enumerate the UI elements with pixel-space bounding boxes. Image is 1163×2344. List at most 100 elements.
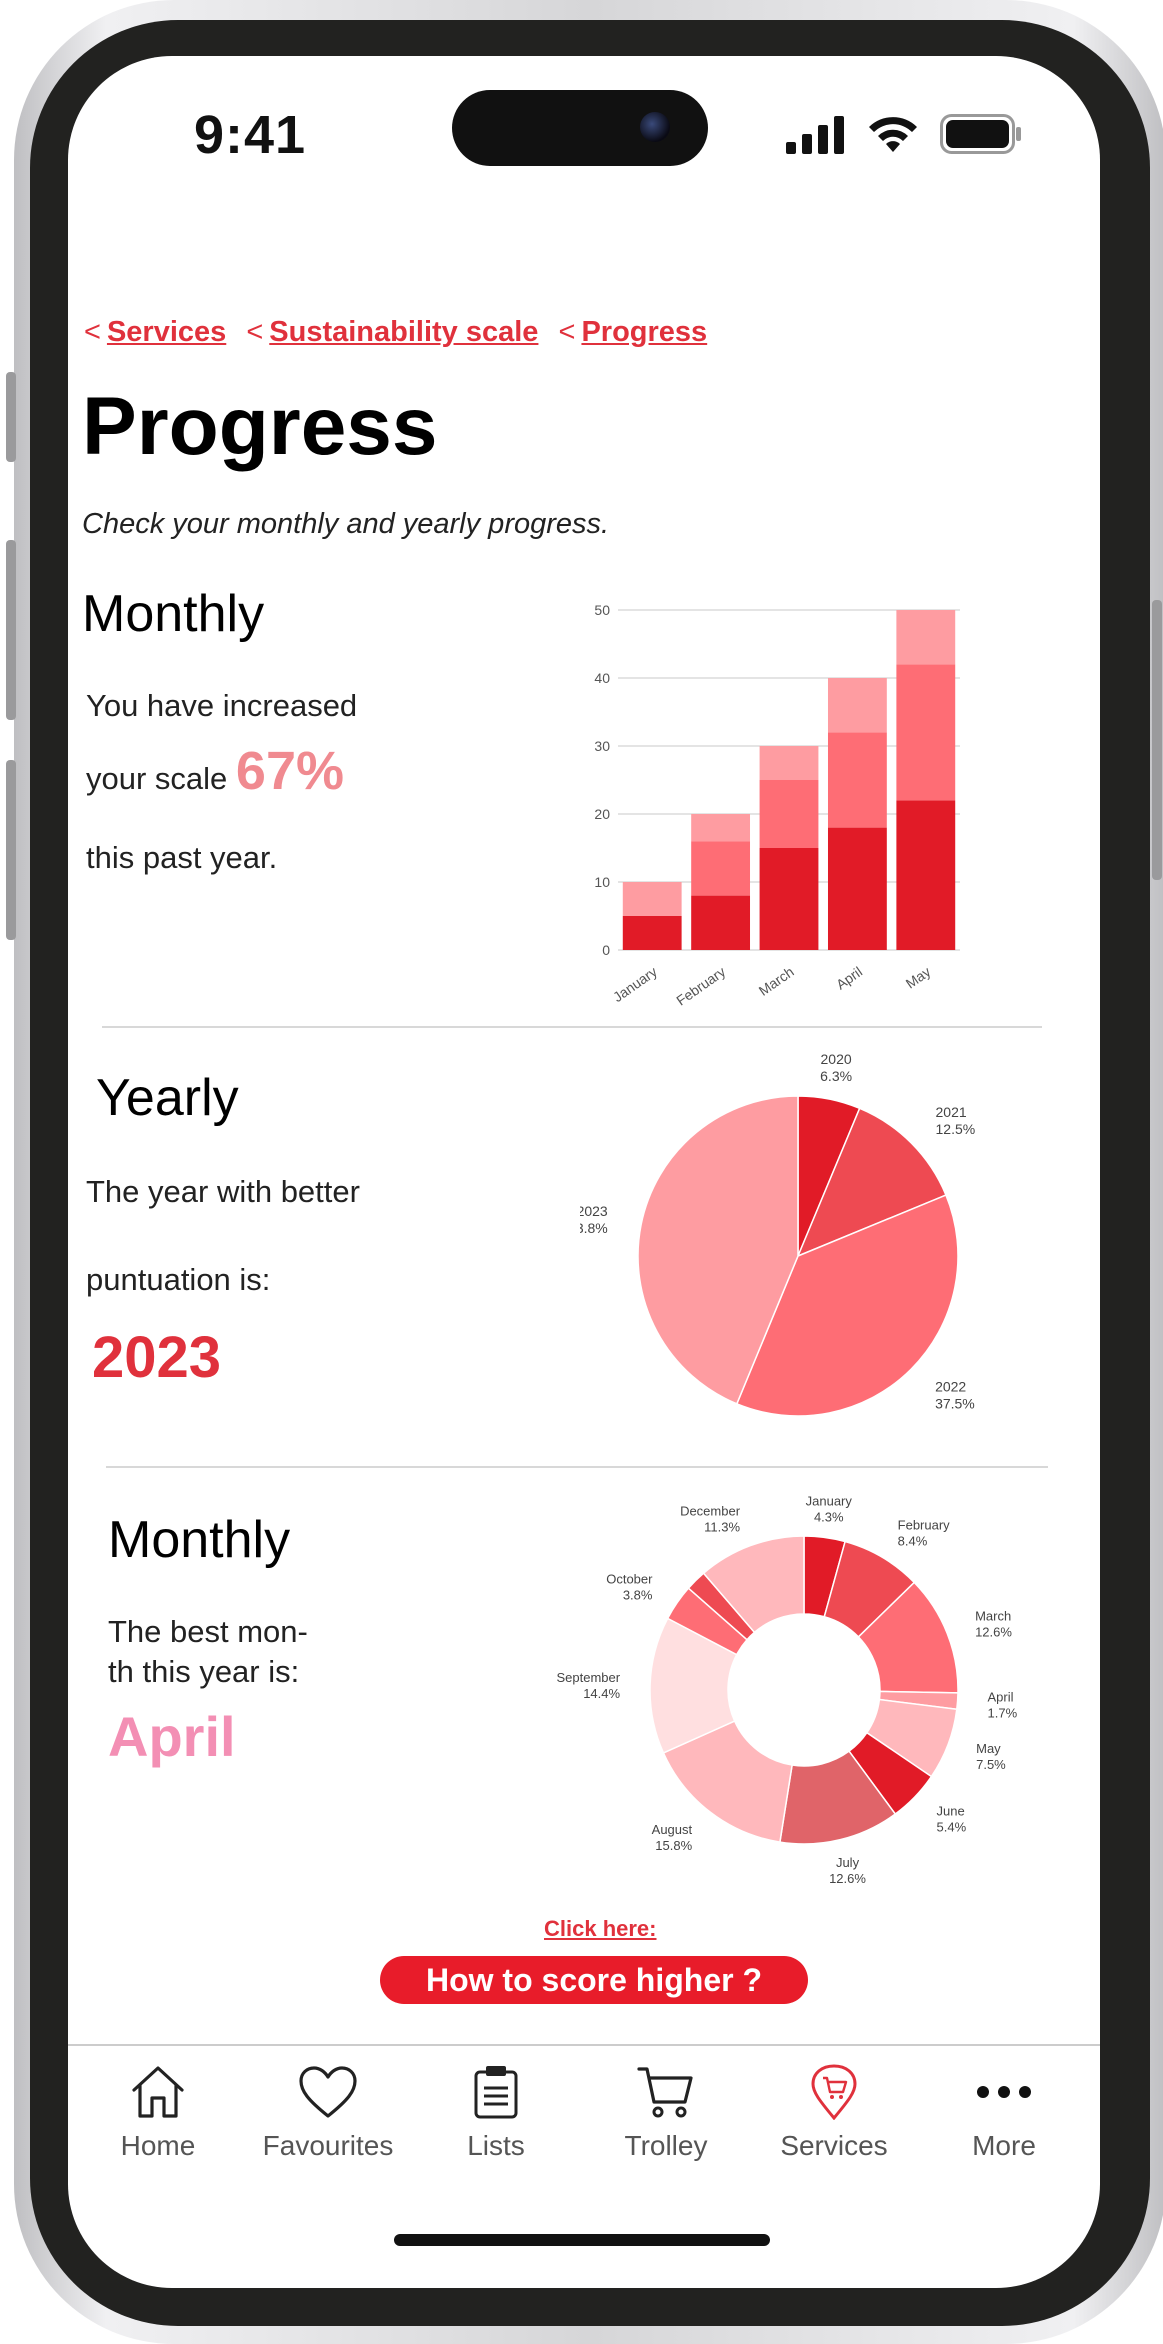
bar-segment [691, 814, 751, 842]
slice-label: January [806, 1494, 853, 1509]
cart-icon [637, 2067, 693, 2118]
yearly-heading: Yearly [96, 1069, 239, 1127]
tab-favourites-label: Favourites [262, 2130, 394, 2161]
bar-segment [827, 827, 887, 950]
bar-segment [896, 664, 956, 801]
y-tick-label: 0 [602, 942, 610, 958]
tab-trolley[interactable]: Trolley [586, 2064, 746, 2162]
slice-label: October [606, 1572, 653, 1587]
bar-segment [622, 882, 682, 916]
tab-home-label: Home [120, 2130, 196, 2161]
tab-more-label: More [972, 2130, 1036, 2161]
breadcrumb: < Services < Sustainability scale < Progres… [84, 316, 708, 348]
best-month-value: April [108, 1705, 236, 1768]
x-tick-label: April [833, 963, 865, 992]
slice-percent-label: 14.4% [583, 1686, 620, 1701]
tab-favourites[interactable]: Favourites [248, 2064, 408, 2162]
pie-slice [637, 1095, 799, 1405]
y-tick-label: 40 [594, 670, 610, 686]
how-to-score-higher-button[interactable]: How to score higher ? [380, 1956, 808, 2004]
monthly-text-line1: You have increased [86, 688, 358, 723]
slice-label: April [988, 1689, 1014, 1704]
x-tick-label: January [610, 963, 660, 1005]
slice-label: February [898, 1518, 951, 1533]
bar-segment [759, 848, 819, 950]
breadcrumb-progress-link[interactable]: Progress [581, 316, 708, 348]
volume-down-button [6, 760, 16, 940]
slice-label: December [680, 1503, 741, 1518]
x-tick-label: March [756, 963, 797, 998]
bar-segment [691, 841, 751, 896]
tab-more[interactable]: More [924, 2064, 1084, 2162]
section-divider [102, 1026, 1042, 1028]
silent-switch [6, 372, 16, 462]
tab-services[interactable]: Services [754, 2064, 914, 2162]
monthly-heading: Monthly [82, 585, 265, 643]
x-tick-label: May [903, 963, 934, 991]
slice-percent-label: 1.7% [988, 1705, 1018, 1720]
y-tick-label: 50 [594, 602, 610, 618]
slice-label: March [975, 1608, 1011, 1623]
breadcrumb-services-link[interactable]: Services [106, 316, 227, 348]
tab-trolley-label: Trolley [624, 2130, 708, 2161]
page-subtitle: Check your monthly and yearly progress. [82, 508, 610, 540]
tab-home[interactable]: Home [78, 2064, 238, 2162]
y-tick-label: 20 [594, 806, 610, 822]
slice-percent-label: 5.4% [937, 1820, 967, 1835]
yearly-text-line1: The year with better [86, 1174, 360, 1209]
breadcrumb-sustainability-link[interactable]: Sustainability scale [269, 316, 539, 348]
bar-segment [691, 895, 751, 950]
tab-lists[interactable]: Lists [416, 2064, 576, 2162]
scale-increase-percent: 67% [235, 741, 345, 801]
slice-percent-label: 7.5% [976, 1757, 1006, 1772]
slice-label: 2020 [821, 1051, 852, 1067]
home-indicator [394, 2234, 770, 2246]
pie-slice [702, 1535, 805, 1634]
bar-segment [896, 800, 956, 950]
slice-percent-label: 11.3% [704, 1519, 740, 1534]
slice-label: 2022 [935, 1378, 966, 1394]
clipboard-icon [474, 2066, 518, 2119]
heart-icon [299, 2066, 357, 2118]
tabbar-divider [68, 2044, 1100, 2046]
battery-icon [940, 114, 1021, 154]
bar-segment [827, 732, 887, 828]
slice-percent-label: 4.3% [814, 1510, 844, 1525]
bar-segment [759, 746, 819, 780]
slice-percent-label: 8.4% [898, 1534, 928, 1549]
best-month-text-line2: th this year is: [108, 1654, 300, 1689]
bar-segment [759, 780, 819, 848]
slice-percent-label: 6.3% [820, 1068, 852, 1084]
volume-up-button [6, 540, 16, 720]
slice-label: August [652, 1822, 693, 1837]
monthly-text-line2: your scale 67% [86, 740, 344, 802]
slice-percent-label: 12.6% [829, 1871, 866, 1886]
slice-label: May [976, 1741, 1001, 1756]
slice-label: July [836, 1855, 860, 1870]
slice-percent-label: 3.8% [623, 1588, 653, 1603]
section-divider [106, 1466, 1048, 1468]
slice-percent-label: 12.5% [936, 1121, 976, 1137]
power-button [1152, 600, 1162, 880]
click-here-link[interactable]: Click here: [544, 1916, 657, 1941]
slice-label: 2021 [936, 1104, 967, 1120]
best-month-heading: Monthly [108, 1511, 291, 1569]
best-month-text-line1: The best mon- [108, 1614, 308, 1649]
monthly-stacked-bar-chart: 0 10 20 30 40 50 January February March April May [594, 602, 960, 1009]
best-year-value: 2023 [92, 1325, 222, 1390]
page-title: Progress [82, 381, 438, 472]
monthly-text-line2-label: your scale [86, 761, 228, 796]
camera-icon [640, 112, 670, 142]
x-tick-label: February [673, 963, 728, 1008]
slice-label: June [937, 1804, 965, 1819]
status-time: 9:41 [194, 105, 307, 165]
slice-percent-label: 43.8% [580, 1220, 608, 1236]
bar-segment [827, 678, 887, 733]
slice-label: 2023 [580, 1203, 608, 1219]
slice-percent-label: 37.5% [935, 1395, 975, 1411]
y-tick-label: 30 [594, 738, 610, 754]
y-tick-label: 10 [594, 874, 610, 890]
bar-segment [896, 610, 956, 665]
yearly-text-line2: puntuation is: [86, 1262, 271, 1297]
